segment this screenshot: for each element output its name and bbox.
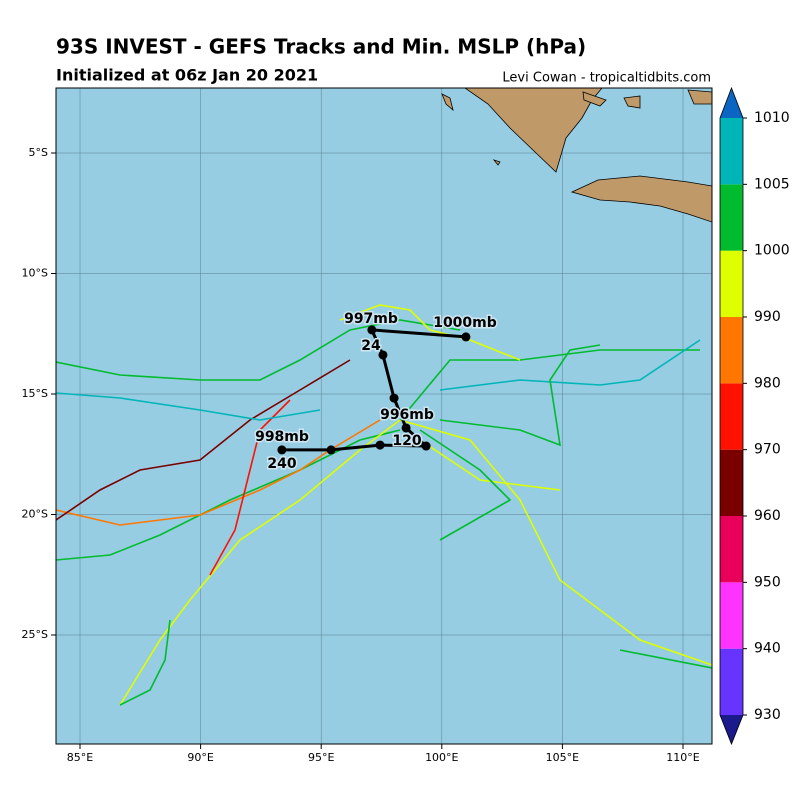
title: 93S INVEST - GEFS Tracks and Min. MSLP (…: [56, 35, 586, 59]
axes: 85°E 90°E 95°E 100°E 105°E 110°E 5°S 10°S 15°S 20…: [22, 146, 700, 764]
x-tick-label: 85°E: [67, 751, 93, 764]
colorbar-band: [720, 184, 743, 251]
annotation: 240: [267, 456, 296, 472]
mean-track-point: [401, 423, 411, 433]
colorbar-label: 960: [754, 508, 781, 524]
mean-track: [277, 325, 471, 455]
colorbar-band: [720, 383, 743, 450]
land: [441, 88, 712, 223]
track: [419, 439, 561, 491]
colorbar-label: 1005: [754, 176, 790, 192]
island: [687, 89, 712, 105]
colorbar-label: 980: [754, 375, 781, 391]
colorbar-band: [720, 449, 743, 516]
colorbar: 930 940 950 960 970 980 990 1000 1005 1010: [719, 86, 790, 746]
mean-track-point: [461, 332, 471, 342]
track: [439, 339, 701, 391]
mean-track-point: [367, 325, 377, 335]
colorbar-band: [720, 582, 743, 649]
colorbar-label: 970: [754, 442, 781, 458]
track: [339, 304, 521, 361]
colorbar-band: [720, 250, 743, 317]
annotation: 120: [392, 433, 421, 449]
y-tick-label: 25°S: [22, 628, 48, 641]
track: [119, 419, 401, 706]
mean-track-point: [421, 441, 431, 451]
grid: [56, 88, 712, 744]
mean-track-point: [389, 393, 399, 403]
annotation: 998mb: [255, 429, 309, 445]
colorbar-label: 990: [754, 309, 781, 325]
colorbar-extend: [720, 88, 743, 118]
track: [439, 344, 601, 447]
x-tick-label: 110°E: [666, 751, 699, 764]
island: [441, 93, 454, 112]
annotation: 1000mb: [433, 315, 497, 331]
track: [56, 392, 321, 421]
sumatra: [464, 88, 603, 173]
mean-track-point: [375, 440, 385, 450]
colorbar-extend: [720, 715, 743, 744]
x-tick-label: 95°E: [308, 751, 334, 764]
annotation: 996mb: [380, 407, 434, 423]
track: [419, 429, 512, 541]
island: [623, 95, 641, 109]
credit: Levi Cowan - tropicaltidbits.com: [502, 71, 711, 86]
java: [570, 175, 712, 223]
colorbar-band: [720, 118, 743, 185]
colorbar-label: 1000: [754, 243, 790, 259]
colorbar-label: 930: [754, 707, 781, 723]
colorbar-band: [720, 648, 743, 715]
mean-track-point: [378, 350, 388, 360]
y-tick-label: 20°S: [22, 508, 48, 521]
y-tick-label: 10°S: [22, 267, 48, 280]
x-tick-label: 90°E: [187, 751, 213, 764]
track: [56, 429, 401, 561]
colorbar-band: [720, 516, 743, 583]
colorbar-band: [720, 317, 743, 384]
colorbar-label: 1010: [754, 110, 790, 126]
map-frame: [55, 87, 713, 745]
island: [492, 159, 501, 166]
annotation: 24: [361, 338, 381, 354]
track: [56, 359, 351, 521]
annotation: 997mb: [344, 311, 398, 327]
island: [582, 91, 607, 107]
y-tick-label: 5°S: [29, 146, 48, 159]
track: [209, 399, 291, 576]
colorbar-label: 950: [754, 574, 781, 590]
ensemble-tracks: [56, 304, 712, 706]
y-tick-label: 15°S: [22, 387, 48, 400]
colorbar-label: 940: [754, 641, 781, 657]
subtitle: Initialized at 06z Jan 20 2021: [56, 66, 318, 85]
x-tick-label: 100°E: [425, 751, 458, 764]
mean-track-point: [277, 445, 287, 455]
track: [399, 419, 712, 666]
track: [119, 619, 171, 706]
track: [619, 649, 712, 669]
x-tick-label: 105°E: [546, 751, 579, 764]
track: [56, 319, 461, 381]
mean-track-point: [326, 445, 336, 455]
